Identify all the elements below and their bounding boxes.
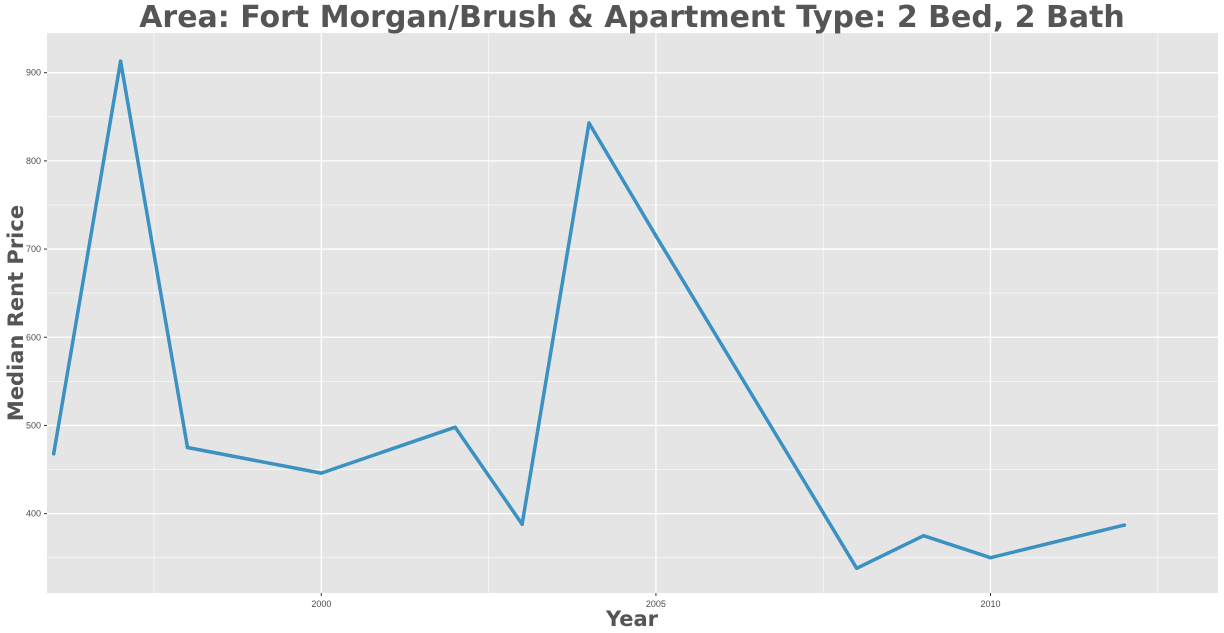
x-tick-label: 2010	[980, 599, 1000, 609]
y-tick-label: 500	[26, 420, 41, 430]
data-point	[587, 121, 591, 125]
major-gridlines	[47, 33, 1218, 593]
minor-gridlines	[47, 33, 1218, 593]
chart-title: Area: Fort Morgan/Brush & Apartment Type…	[139, 0, 1125, 35]
data-point	[319, 471, 324, 475]
data-point	[654, 234, 658, 238]
data-point	[921, 533, 926, 538]
data-point	[51, 451, 56, 456]
y-tick-label: 800	[26, 156, 41, 166]
y-tick-label: 900	[26, 68, 41, 78]
data-point	[854, 566, 859, 571]
data-points	[51, 59, 1127, 571]
x-axis-title: Year	[605, 607, 659, 631]
x-axis-ticks: 2000 2005 2010	[311, 593, 1001, 609]
y-axis-ticks: 400 500 600 700 800 900	[26, 68, 47, 519]
y-tick-label: 700	[26, 244, 41, 254]
x-tick-label: 2000	[311, 599, 331, 609]
x-tick-label: 2005	[646, 599, 666, 609]
data-point	[185, 445, 190, 450]
data-point	[988, 555, 993, 560]
data-point	[1122, 523, 1127, 527]
data-point	[520, 522, 524, 526]
series-line	[51, 59, 1127, 571]
data-point	[118, 59, 123, 63]
data-point	[453, 425, 457, 429]
y-tick-label: 600	[26, 332, 41, 342]
y-axis-title: Median Rent Price	[4, 205, 28, 421]
y-tick-label: 400	[26, 509, 41, 519]
chart-panel	[47, 33, 1218, 593]
